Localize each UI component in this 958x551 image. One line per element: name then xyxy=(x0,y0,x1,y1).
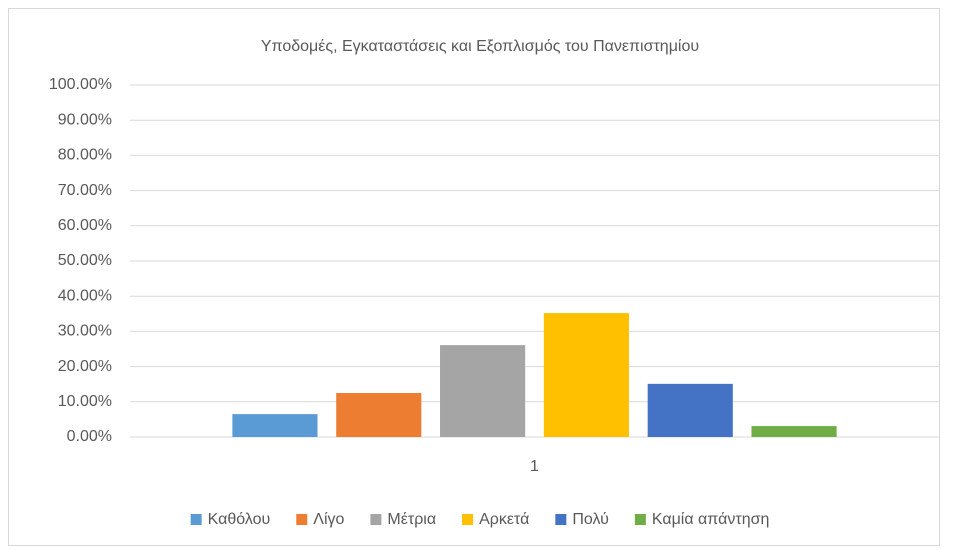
x-tick-label: 1 xyxy=(530,458,539,475)
legend-label: Καθόλου xyxy=(208,511,271,528)
legend-label: Μέτρια xyxy=(387,511,436,528)
bar xyxy=(336,393,422,437)
bar xyxy=(647,383,733,437)
legend-swatch xyxy=(296,514,308,525)
y-tick-label: 80.00% xyxy=(58,147,112,164)
legend-label: Αρκετά xyxy=(479,511,529,528)
bar xyxy=(440,345,526,437)
legend-swatch xyxy=(462,514,474,525)
y-tick-label: 50.00% xyxy=(58,252,112,269)
y-tick-label: 20.00% xyxy=(58,358,112,375)
legend-swatch xyxy=(190,514,202,525)
y-tick-label: 40.00% xyxy=(58,287,112,304)
y-tick-label: 10.00% xyxy=(58,393,112,410)
y-tick-label: 30.00% xyxy=(58,323,112,340)
chart-frame xyxy=(8,8,940,546)
y-tick-label: 100.00% xyxy=(49,76,112,93)
bar xyxy=(232,414,318,437)
legend-label: Καμία απάντηση xyxy=(652,511,770,528)
bar xyxy=(751,426,837,437)
bar xyxy=(543,313,629,437)
y-tick-label: 60.00% xyxy=(58,217,112,234)
legend-swatch xyxy=(370,514,382,525)
legend-label: Πολύ xyxy=(572,511,609,528)
legend-label: Λίγο xyxy=(313,511,344,528)
y-tick-label: 0.00% xyxy=(67,428,112,445)
legend-swatch xyxy=(634,514,646,525)
y-tick-label: 70.00% xyxy=(58,182,112,199)
chart-title: Υποδομές, Εγκαταστάσεις και Εξοπλισμός τ… xyxy=(261,38,699,55)
legend-swatch xyxy=(555,514,567,525)
y-tick-label: 90.00% xyxy=(58,111,112,128)
